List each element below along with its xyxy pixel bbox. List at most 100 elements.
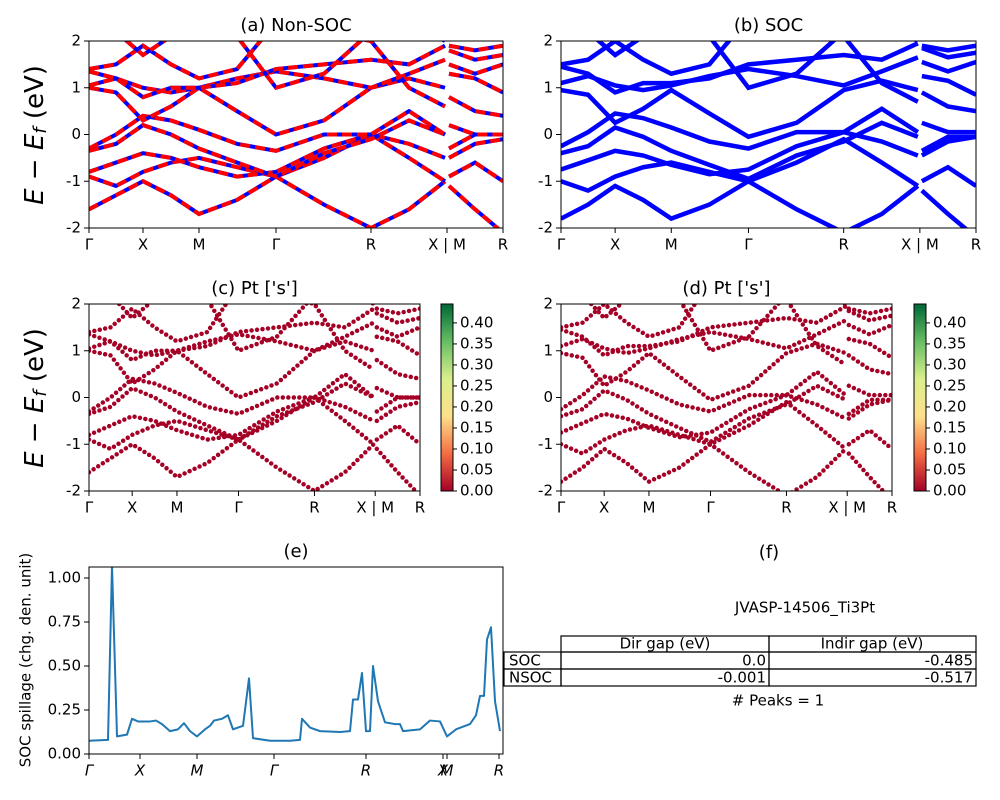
colorbar-tick-label: 0.25 <box>460 376 493 394</box>
y-tick-label: 2 <box>543 32 553 50</box>
band-line <box>561 73 976 140</box>
colorbar-tick-label: 0.40 <box>933 313 966 331</box>
band-line <box>561 120 976 182</box>
x-tick-label: Γ <box>85 762 95 780</box>
y-tick-label: -2 <box>538 482 553 500</box>
row-label: NSOC <box>509 669 552 687</box>
panel: (e)0.000.250.500.751.00Γ X M Γ R XM R <box>48 541 505 780</box>
y-label-unit: (eV) <box>20 65 50 127</box>
row-label: SOC <box>509 652 541 670</box>
band-line-dash <box>89 108 503 153</box>
band-line <box>561 136 976 194</box>
y-label-sub: f <box>30 125 51 134</box>
panel-title: (d) Pt ['s'] <box>682 278 770 299</box>
cell-value: -0.485 <box>925 652 973 670</box>
y-tick-label: -2 <box>538 219 553 237</box>
cell-value: -0.517 <box>925 669 973 687</box>
y-tick-label: 0.50 <box>48 657 81 675</box>
x-tick-label: X <box>599 499 609 517</box>
y-tick-label: -2 <box>66 219 81 237</box>
axes-frame <box>88 303 421 492</box>
x-tick-label: M <box>642 499 655 517</box>
colorbar-tick-label: 0.40 <box>460 313 493 331</box>
panel-title: (c) Pt ['s'] <box>211 278 298 299</box>
colorbar-tick-label: 0.35 <box>933 334 966 352</box>
y-axis-label: E − Ef (eV) <box>20 328 52 468</box>
band-line <box>561 106 976 151</box>
x-tick-label: Γ <box>85 499 94 517</box>
y-tick-label: 1 <box>543 78 553 96</box>
x-tick-label: X <box>437 762 449 780</box>
y-axis-label: SOC spillage (chg. den. unit) <box>17 553 35 768</box>
table-grid <box>503 635 977 687</box>
band-dots <box>89 306 420 363</box>
x-tick-label: X | M <box>828 499 866 517</box>
panel: (d) Pt ['s'] -2 -1 0 1 2 Γ X M Γ R X | M R 0.00 0.05 0.… <box>538 278 966 517</box>
plot-area <box>561 304 892 491</box>
plot-area <box>89 304 420 491</box>
axes-frame <box>88 40 504 229</box>
x-tick-label: Γ <box>557 236 566 254</box>
plot-area <box>561 41 976 228</box>
band-dots <box>89 320 420 358</box>
y-tick-label: 0 <box>543 388 553 406</box>
y-tick-label: 0.75 <box>48 613 81 631</box>
x-tick-label: R <box>838 236 848 254</box>
cell <box>768 668 977 687</box>
x-tick-label: M <box>170 499 183 517</box>
x-tick-label: R <box>309 499 319 517</box>
x-tick-label: R <box>498 236 508 254</box>
colorbar-tick-label: 0.00 <box>933 482 966 500</box>
cell-value: -0.001 <box>718 669 766 687</box>
x-tick-label: Γ <box>744 236 753 254</box>
band-dots <box>89 334 420 401</box>
x-tick-label: R <box>415 499 425 517</box>
x-tick-label: X | M <box>901 236 939 254</box>
x-tick-label: X <box>134 762 146 780</box>
x-tick-label: M <box>441 762 454 780</box>
colorbar-tick-label: 0.10 <box>933 439 966 457</box>
x-tick-label: Γ <box>706 499 715 517</box>
x-tick-label: Γ <box>85 236 94 254</box>
band-line-dash <box>89 71 503 137</box>
band-line-dash <box>89 132 503 189</box>
colorbar <box>440 303 454 492</box>
band-dots <box>561 304 892 359</box>
colorbar <box>913 303 927 492</box>
axes-frame <box>560 40 977 229</box>
band-line-dash <box>123 41 503 91</box>
band-dots <box>561 318 892 356</box>
x-tick-label: R <box>887 499 897 517</box>
colorbar-tick-label: 0.15 <box>933 418 966 436</box>
y-label-main: E − E <box>20 396 50 468</box>
x-tick-label: X | M <box>356 499 394 517</box>
x-tick-label: X <box>127 499 137 517</box>
band-dots <box>588 304 892 354</box>
x-tick-label: Γ <box>234 499 243 517</box>
y-label-sub: f <box>30 388 51 397</box>
x-tick-label: M <box>665 236 678 254</box>
panel: (c) Pt ['s'] -2 -1 0 1 2 Γ X M Γ R X | M R 0.00 0.05 0.… <box>66 278 493 517</box>
y-label-main: E − E <box>20 133 50 205</box>
y-tick-label: -1 <box>538 435 553 453</box>
panel: (a) Non-SOC -2 -1 0 1 2 Γ X M Γ R X | M R <box>66 15 508 254</box>
band-line <box>561 41 976 95</box>
y-tick-label: 2 <box>71 32 81 50</box>
y-tick-label: -2 <box>66 482 81 500</box>
panel-title: (b) SOC <box>734 15 803 36</box>
y-tick-label: 0.00 <box>48 745 81 763</box>
band-line-dash <box>89 174 501 228</box>
x-tick-label: Γ <box>272 236 281 254</box>
band-dots <box>561 399 892 457</box>
band-dots <box>89 436 419 491</box>
y-tick-label: 1 <box>543 341 553 359</box>
x-tick-label: X <box>610 236 620 254</box>
x-tick-label: R <box>494 762 504 780</box>
band-dots <box>89 371 420 417</box>
x-tick-label: X | M <box>428 236 466 254</box>
colorbar-tick-label: 0.05 <box>933 460 966 478</box>
y-tick-label: -1 <box>538 172 553 190</box>
y-tick-label: 2 <box>543 295 553 313</box>
band-line-dash <box>89 57 503 95</box>
